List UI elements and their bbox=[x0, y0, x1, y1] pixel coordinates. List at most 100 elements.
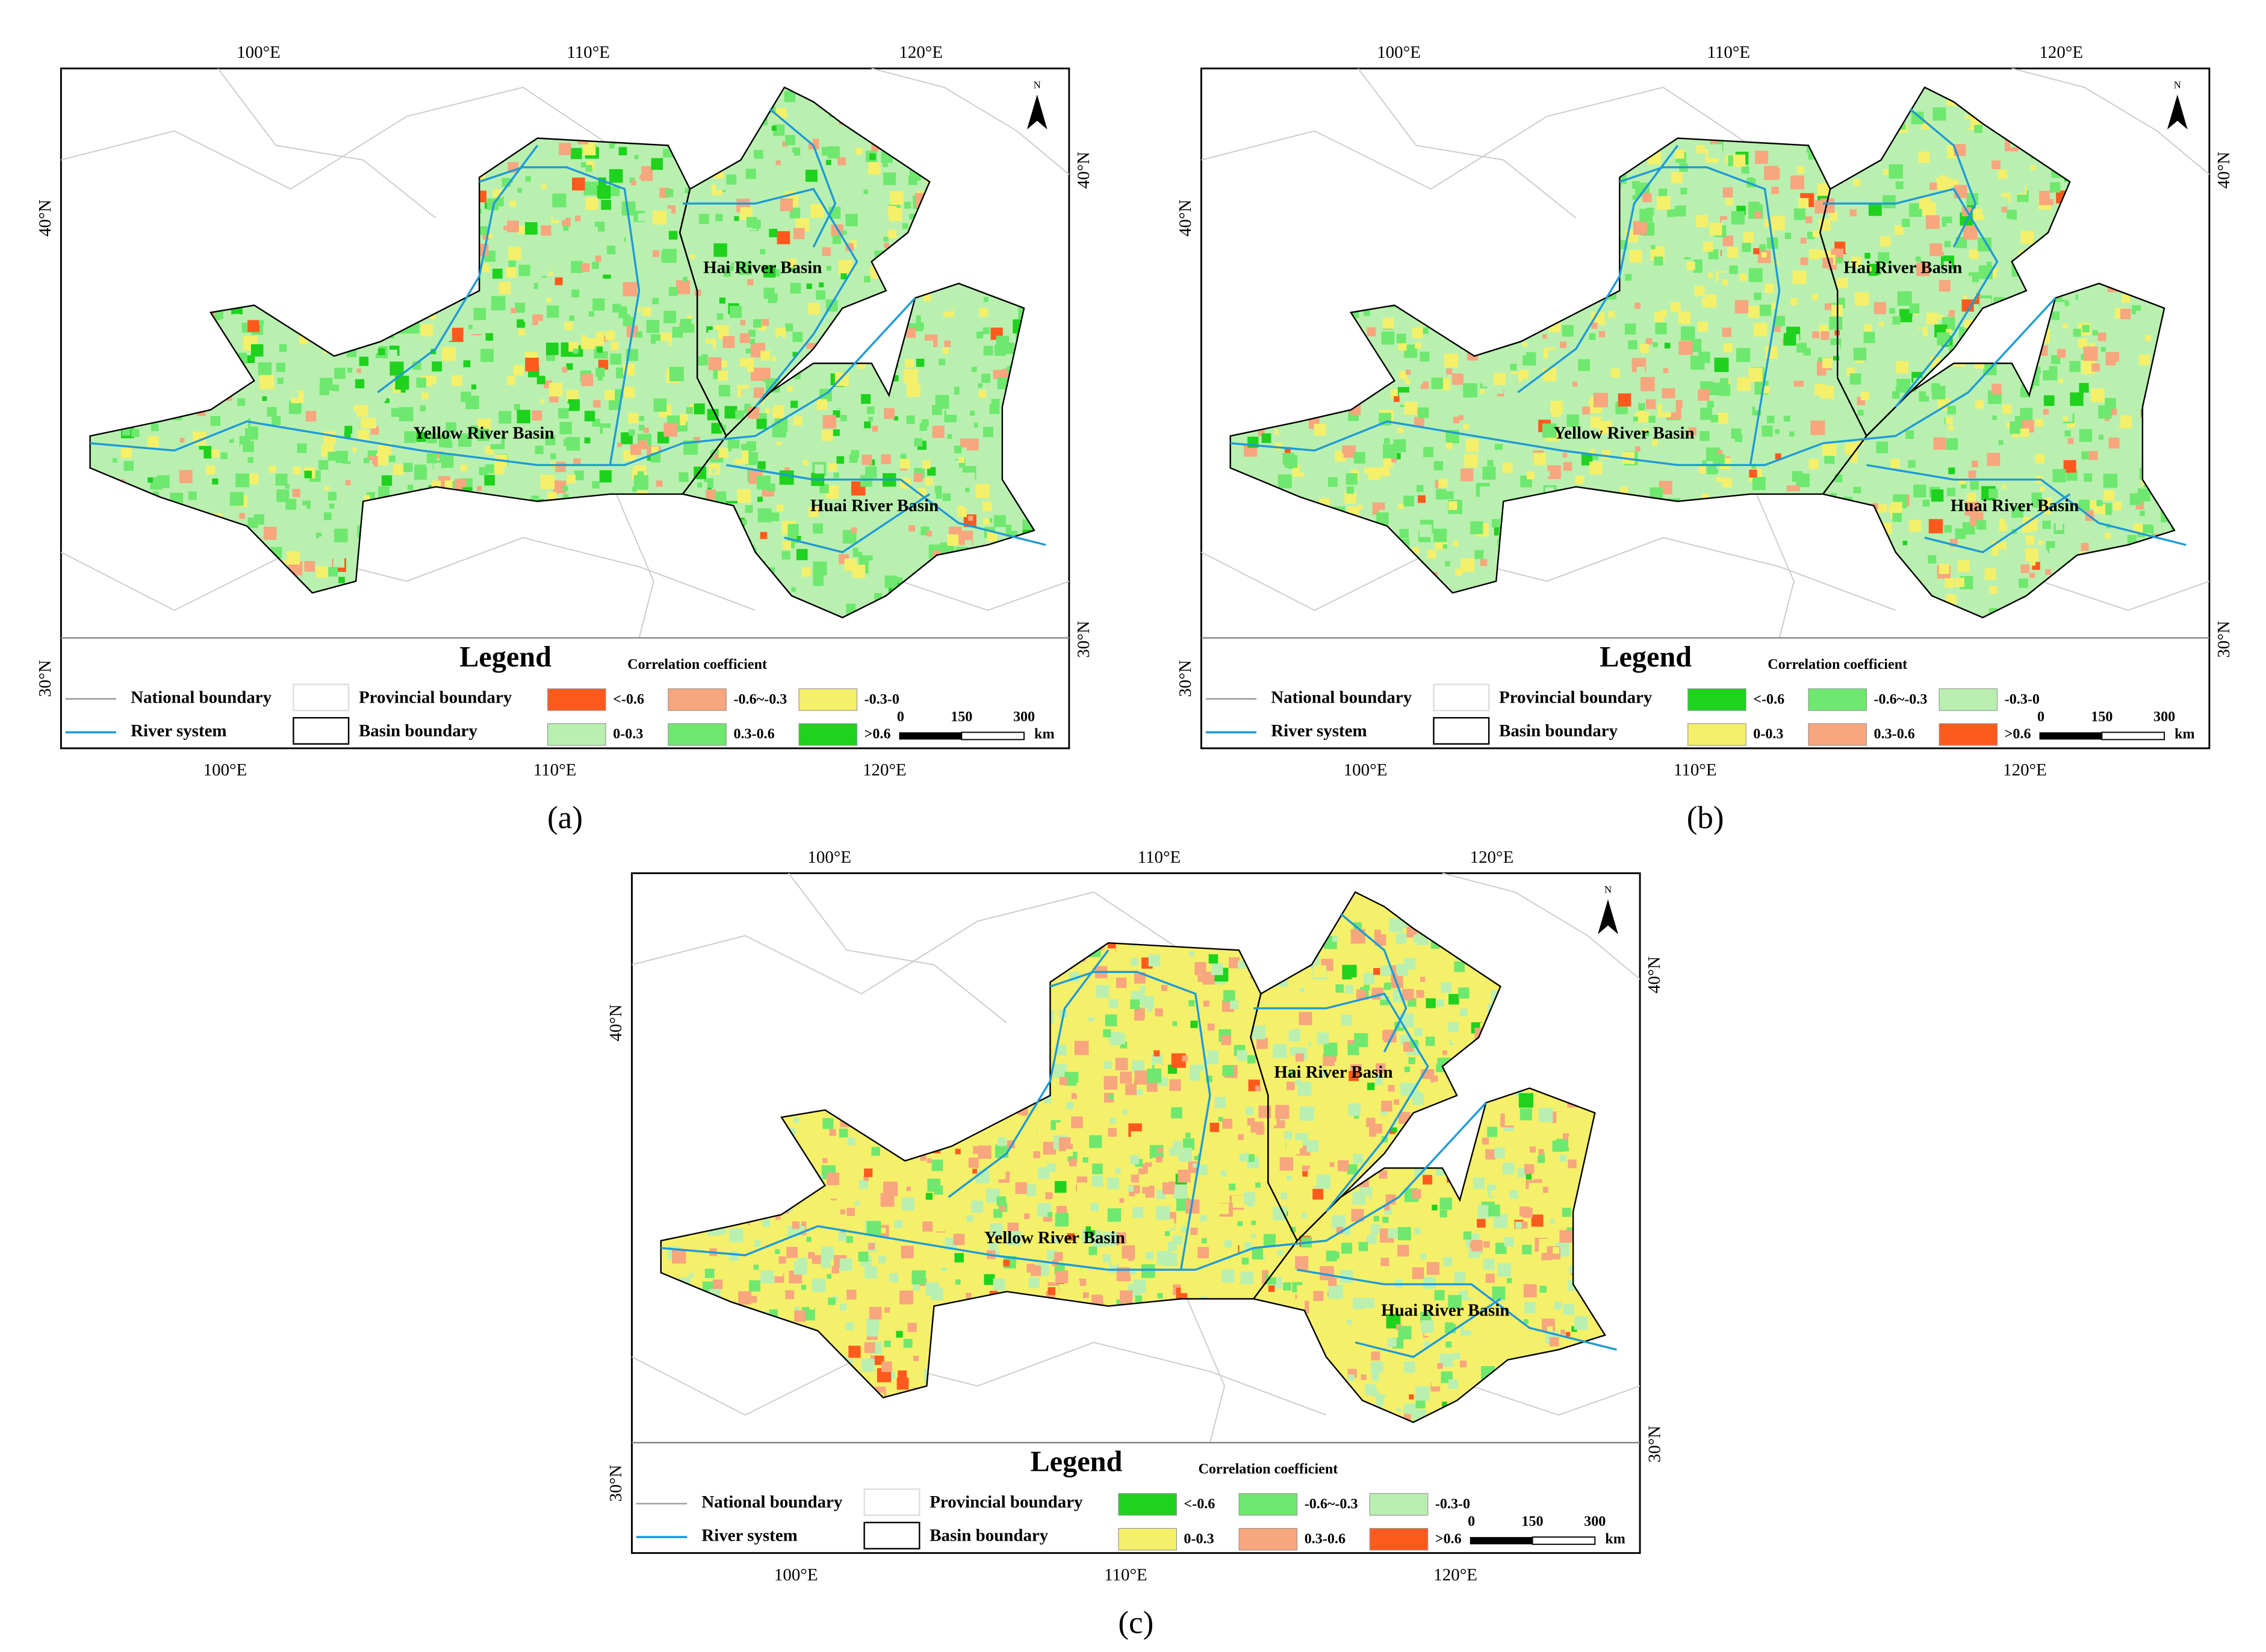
raster-cell bbox=[445, 441, 453, 448]
raster-cell bbox=[455, 479, 466, 490]
raster-cell bbox=[1104, 1061, 1113, 1069]
raster-cell bbox=[1431, 377, 1443, 390]
raster-cell bbox=[737, 489, 751, 503]
raster-cell bbox=[701, 359, 708, 365]
raster-cell bbox=[2060, 394, 2072, 406]
raster-cell bbox=[813, 561, 827, 576]
raster-cell bbox=[1790, 175, 1804, 190]
raster-cell bbox=[1696, 172, 1703, 178]
raster-cell bbox=[1589, 397, 1594, 402]
raster-cell bbox=[555, 461, 566, 473]
raster-cell bbox=[905, 359, 914, 368]
raster-cell bbox=[568, 399, 580, 411]
raster-cell bbox=[492, 269, 503, 279]
raster-cell bbox=[558, 408, 569, 419]
raster-cell bbox=[1346, 486, 1354, 494]
river bbox=[479, 166, 641, 465]
scale-bar-white bbox=[2101, 731, 2165, 741]
raster-cell bbox=[1909, 303, 1920, 314]
raster-cell bbox=[1739, 273, 1747, 281]
raster-cell bbox=[1895, 181, 1904, 190]
raster-cell bbox=[1640, 344, 1650, 353]
raster-cell bbox=[718, 370, 728, 381]
raster-cell bbox=[747, 407, 760, 419]
raster-cell bbox=[793, 228, 805, 240]
raster-cell bbox=[946, 460, 959, 473]
raster-cell bbox=[2081, 542, 2089, 551]
raster-cell bbox=[1984, 556, 1994, 566]
raster-cell bbox=[1909, 520, 1922, 532]
raster-cell bbox=[515, 302, 525, 313]
lat-tick-label: 40°N bbox=[2214, 152, 2233, 189]
raster-cell bbox=[150, 477, 163, 490]
raster-cell bbox=[787, 524, 799, 535]
raster-cell bbox=[639, 424, 645, 431]
raster-cell bbox=[1783, 415, 1790, 422]
raster-cell bbox=[353, 494, 364, 505]
raster-cell bbox=[1480, 374, 1490, 384]
raster-cell bbox=[564, 321, 573, 331]
raster-cell bbox=[1820, 198, 1835, 213]
raster-cell bbox=[1999, 518, 2005, 524]
raster-cell bbox=[2010, 421, 2022, 434]
raster-cell bbox=[368, 464, 374, 470]
raster-cell bbox=[2127, 535, 2137, 544]
legend-class-label: -0.3-0 bbox=[864, 692, 899, 707]
raster-cell bbox=[1729, 265, 1738, 275]
raster-cell bbox=[436, 387, 449, 399]
raster-cell bbox=[1578, 359, 1591, 371]
raster-cell bbox=[1722, 477, 1732, 488]
raster-cell bbox=[1969, 249, 1979, 259]
raster-cell bbox=[1445, 561, 1450, 567]
raster-cell bbox=[1904, 423, 1910, 429]
raster-cell bbox=[779, 470, 794, 485]
raster-cell bbox=[1794, 143, 1808, 158]
lon-tick-label: 120°E bbox=[899, 43, 943, 62]
raster-cell bbox=[245, 426, 258, 440]
raster-cell bbox=[858, 543, 867, 552]
raster-cell bbox=[514, 404, 521, 410]
raster-cell bbox=[1351, 1209, 1364, 1222]
raster-cell bbox=[1519, 1108, 1532, 1120]
raster-cell bbox=[329, 503, 335, 509]
raster-cell bbox=[562, 486, 568, 491]
raster-cell bbox=[2030, 560, 2036, 566]
river bbox=[1866, 464, 2187, 546]
raster-cell bbox=[1895, 386, 1902, 393]
raster-cell bbox=[332, 384, 339, 391]
raster-cell bbox=[566, 363, 573, 370]
raster-cell bbox=[416, 377, 426, 388]
raster-cell bbox=[404, 431, 416, 443]
raster-cell bbox=[439, 453, 454, 468]
raster-cell bbox=[1845, 239, 1859, 253]
raster-cell bbox=[838, 259, 853, 275]
raster-cell bbox=[382, 413, 391, 423]
raster-cell bbox=[621, 201, 636, 216]
raster-cell bbox=[1913, 237, 1923, 247]
raster-cell bbox=[987, 531, 998, 542]
raster-cell bbox=[1405, 370, 1411, 375]
raster-cell bbox=[1951, 179, 1958, 187]
raster-cell bbox=[1439, 1210, 1447, 1218]
raster-cell bbox=[1929, 243, 1943, 256]
raster-cell bbox=[377, 348, 385, 356]
river bbox=[769, 108, 837, 248]
raster-cell bbox=[739, 333, 750, 343]
raster-cell bbox=[801, 567, 812, 577]
raster-cell bbox=[291, 423, 297, 429]
raster-cell bbox=[1464, 454, 1478, 468]
legend-class-label: 0.3-0.6 bbox=[1874, 727, 1915, 742]
raster-cell bbox=[1714, 358, 1729, 372]
raster-cell bbox=[863, 189, 868, 194]
raster-cell bbox=[1780, 403, 1793, 416]
raster-cell bbox=[683, 276, 688, 282]
raster-cell bbox=[538, 278, 551, 291]
raster-cell bbox=[1028, 1143, 1038, 1153]
raster-cell bbox=[1946, 223, 1955, 232]
raster-cell bbox=[775, 328, 786, 338]
raster-cell bbox=[705, 368, 716, 379]
raster-cell bbox=[863, 516, 875, 527]
raster-cell bbox=[1883, 169, 1889, 175]
raster-cell bbox=[1998, 440, 2004, 446]
raster-cell bbox=[1663, 368, 1669, 373]
